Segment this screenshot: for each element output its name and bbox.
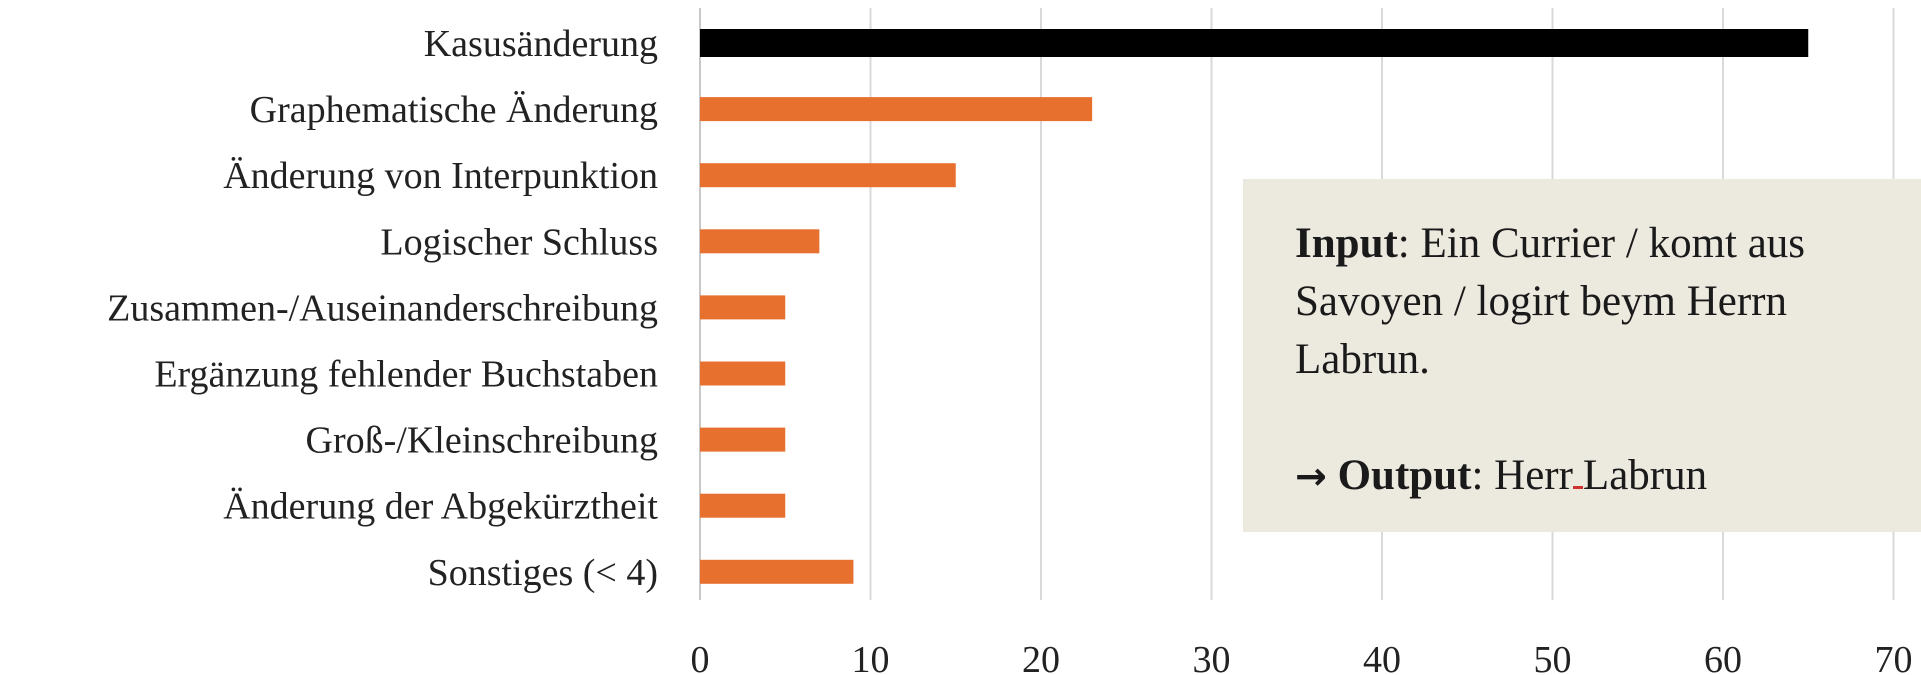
arrow-right-icon: → bbox=[1295, 454, 1327, 498]
bar-5 bbox=[700, 361, 786, 386]
bar-4 bbox=[700, 295, 786, 320]
x-tick-label: 70 bbox=[1875, 639, 1913, 675]
x-tick-label: 60 bbox=[1704, 639, 1742, 675]
category-label: Logischer Schluss bbox=[380, 221, 658, 263]
bar-7 bbox=[700, 493, 786, 518]
example-callout: Input: Ein Currier / komt aus Savoyen / … bbox=[1243, 179, 1921, 532]
callout-input-line-2: Savoyen / logirt beym Herrn bbox=[1295, 273, 1921, 331]
callout-input-line-1: Input: Ein Currier / komt aus bbox=[1295, 215, 1921, 273]
callout-input-line-3: Labrun. bbox=[1295, 331, 1921, 389]
bar-6 bbox=[700, 427, 786, 452]
category-label: Ergänzung fehlender Buchstaben bbox=[154, 354, 658, 396]
category-label: Änderung der Abgekürztheit bbox=[223, 486, 658, 528]
x-tick-label: 40 bbox=[1363, 639, 1401, 675]
bar-2 bbox=[700, 163, 956, 188]
bar-1 bbox=[700, 97, 1093, 122]
x-tick-label: 10 bbox=[852, 639, 890, 675]
category-label: Änderung von Interpunktion bbox=[223, 155, 658, 197]
input-text-2: Savoyen / logirt beym Herrn bbox=[1295, 278, 1788, 325]
category-label: Graphematische Änderung bbox=[250, 89, 658, 131]
bar-0 bbox=[700, 29, 1809, 57]
bar-8 bbox=[700, 559, 854, 584]
category-label: Kasusänderung bbox=[424, 23, 658, 65]
callout-output-line: → Output: Herr Labrun bbox=[1295, 447, 1921, 505]
output-prefix: : Herr bbox=[1471, 452, 1573, 499]
x-tick-label: 30 bbox=[1193, 639, 1231, 675]
category-label: Sonstiges (< 4) bbox=[428, 552, 658, 594]
x-tick-label: 20 bbox=[1022, 639, 1060, 675]
bar-3 bbox=[700, 229, 820, 254]
output-label: Output bbox=[1337, 452, 1472, 499]
spellcheck-underline-mark bbox=[1572, 485, 1583, 489]
category-label: Zusammen-/Auseinanderschreibung bbox=[107, 287, 658, 329]
input-text-1: : Ein Currier / komt aus bbox=[1397, 220, 1806, 267]
input-text-3: Labrun. bbox=[1295, 336, 1430, 383]
callout-spacer bbox=[1295, 389, 1921, 447]
x-tick-label: 0 bbox=[691, 639, 710, 675]
category-label: Groß-/Kleinschreibung bbox=[306, 420, 658, 462]
x-tick-label: 50 bbox=[1534, 639, 1572, 675]
input-label: Input bbox=[1295, 220, 1398, 267]
output-suffix: Labrun bbox=[1582, 452, 1708, 499]
